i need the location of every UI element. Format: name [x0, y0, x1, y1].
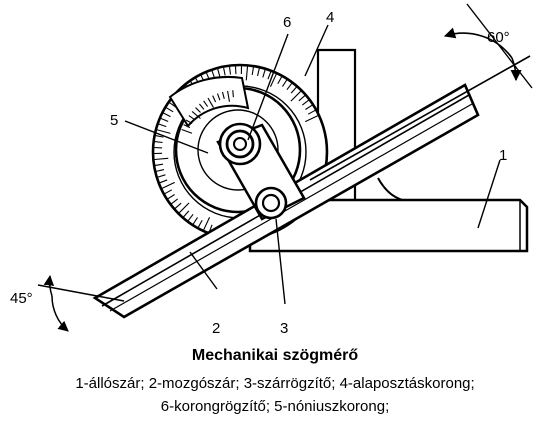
leader-lines: [124, 24, 501, 305]
part-label-4: 4: [326, 9, 334, 26]
part-label-3: 3: [280, 320, 288, 337]
scale-tick: [187, 213, 194, 222]
scale-tick: [158, 123, 167, 128]
scale-tick: [282, 79, 288, 87]
scale-tick: [154, 163, 164, 166]
scale-tick: [207, 97, 214, 108]
scale-tick: [183, 210, 190, 218]
disc-lock-knob: [218, 122, 262, 166]
scale-tick: [257, 68, 260, 77]
scale-tick: [155, 135, 164, 138]
scale-tick: [154, 157, 169, 161]
scale-tick: [267, 71, 272, 80]
angle-45-label: 45°: [10, 290, 33, 307]
legend-line-1: 1-állószár; 2-mozgószár; 3-szárrögzítő; …: [75, 375, 475, 392]
scale-tick: [174, 202, 182, 209]
scale-tick: [154, 140, 163, 144]
scale-tick: [203, 100, 209, 107]
scale-tick: [227, 90, 231, 102]
part-label-2: 2: [212, 320, 220, 337]
scale-tick: [216, 93, 221, 101]
angle-45-indicator: 45°: [10, 274, 125, 332]
part-label-5: 5: [110, 112, 118, 129]
scale-tick: [164, 189, 173, 195]
vernier-scale-ticks: [181, 90, 234, 134]
scale-tick: [167, 194, 175, 200]
scale-tick: [161, 181, 175, 189]
protractor-figure: 60° 45° 6 4 5 1 2 3: [10, 3, 533, 337]
scale-tick: [181, 128, 193, 134]
scale-tick: [156, 129, 171, 134]
scale-tick: [269, 73, 277, 87]
scale-tick: [165, 107, 174, 113]
scale-tick: [228, 66, 232, 75]
scale-tick: [203, 217, 211, 231]
blade-clamp-knob: [254, 186, 288, 220]
scale-tick: [301, 99, 310, 106]
scale-tick: [262, 69, 266, 78]
scale-tick: [170, 198, 179, 205]
scale-tick: [191, 111, 201, 119]
scale-tick: [183, 124, 191, 129]
scale-tick: [290, 90, 302, 102]
scale-tick: [178, 202, 190, 214]
scale-tick: [157, 174, 166, 178]
scale-tick: [192, 217, 198, 225]
scale-tick: [286, 82, 293, 91]
scale-tick: [159, 179, 168, 184]
scale-tick: [251, 66, 254, 76]
scale-tick: [160, 117, 169, 123]
scale-tick: [298, 95, 306, 102]
scale-tick: [290, 86, 297, 94]
scale-tick: [277, 76, 283, 85]
scale-tick: [212, 95, 217, 103]
part-label-1: 1: [499, 147, 507, 164]
scale-tick: [163, 112, 171, 118]
scale-tick: [195, 107, 201, 113]
scale-tick: [223, 67, 226, 76]
scale-tick: [197, 219, 203, 228]
scale-tick: [188, 115, 195, 121]
scale-tick: [232, 90, 234, 98]
scale-tick: [199, 103, 205, 110]
diagram-title: Mechanikai szögmérő: [191, 347, 359, 364]
scale-tick: [185, 119, 193, 124]
scale-tick: [305, 104, 313, 110]
scale-tick: [305, 115, 319, 123]
scale-tick: [245, 66, 249, 81]
part-label-6: 6: [283, 14, 291, 31]
legend-line-2: 6-korongrögzítő; 5-nóniuszkorong;: [160, 398, 390, 415]
scale-tick: [221, 91, 225, 99]
scale-tick: [156, 169, 165, 172]
angle-60-label: 60°: [487, 29, 510, 46]
scale-tick: [307, 109, 316, 115]
angle-60-indicator: 60°: [309, 3, 533, 181]
